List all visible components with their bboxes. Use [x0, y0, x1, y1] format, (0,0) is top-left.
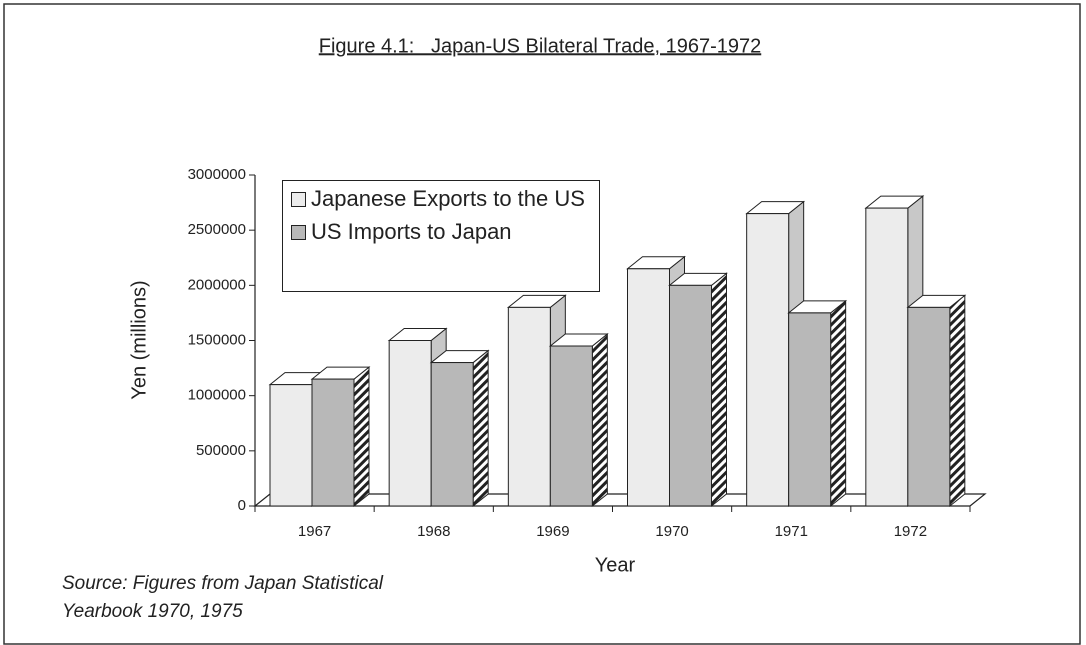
- y-tick-label: 3000000: [188, 166, 246, 183]
- x-tick-label: 1967: [298, 523, 331, 540]
- bar: [669, 284, 712, 507]
- frame: [3, 3, 1081, 645]
- x-axis-label: Year: [595, 554, 636, 576]
- legend-label: Japanese Exports to the US: [311, 186, 585, 211]
- bar-side: [353, 366, 370, 508]
- bar-side: [472, 349, 489, 508]
- x-tick-label: 1970: [655, 523, 688, 540]
- legend-label: US Imports to Japan: [311, 219, 512, 244]
- bar-side: [949, 294, 966, 508]
- x-tick-label: 1972: [894, 523, 927, 540]
- bar: [865, 207, 909, 507]
- y-tick-label: 2000000: [188, 276, 246, 293]
- y-tick-label: 1500000: [188, 331, 246, 348]
- x-tick-label: 1968: [417, 523, 450, 540]
- legend-entry: Japanese Exports to the US: [291, 185, 591, 212]
- bar-side: [711, 272, 727, 508]
- x-tick-label: 1971: [775, 523, 808, 540]
- bar: [269, 384, 313, 507]
- y-tick-label: 2500000: [188, 221, 246, 238]
- y-axis-label: Yen (millions): [128, 280, 150, 399]
- bar: [311, 378, 355, 507]
- bar: [627, 268, 670, 507]
- source-note: Source: Figures from Japan Statistical Y…: [62, 573, 384, 622]
- bar: [907, 306, 951, 507]
- bar: [388, 340, 432, 507]
- legend-swatch: [291, 225, 306, 240]
- bar-side: [830, 299, 847, 508]
- bar: [746, 213, 790, 507]
- bar-side: [591, 332, 608, 508]
- y-tick-label: 500000: [196, 442, 246, 459]
- legend-swatch: [291, 192, 306, 207]
- bar: [788, 312, 832, 507]
- bar: [507, 306, 551, 507]
- y-tick-label: 0: [238, 497, 246, 514]
- y-tick-label: 1000000: [188, 387, 246, 404]
- x-tick-label: 1969: [536, 523, 569, 540]
- legend: Japanese Exports to the US US Imports to …: [282, 180, 600, 292]
- chart-title: Figure 4.1: Japan-US Bilateral Trade, 19…: [319, 35, 761, 57]
- bar: [430, 362, 474, 507]
- legend-entry: US Imports to Japan: [291, 218, 591, 245]
- bar: [549, 345, 593, 507]
